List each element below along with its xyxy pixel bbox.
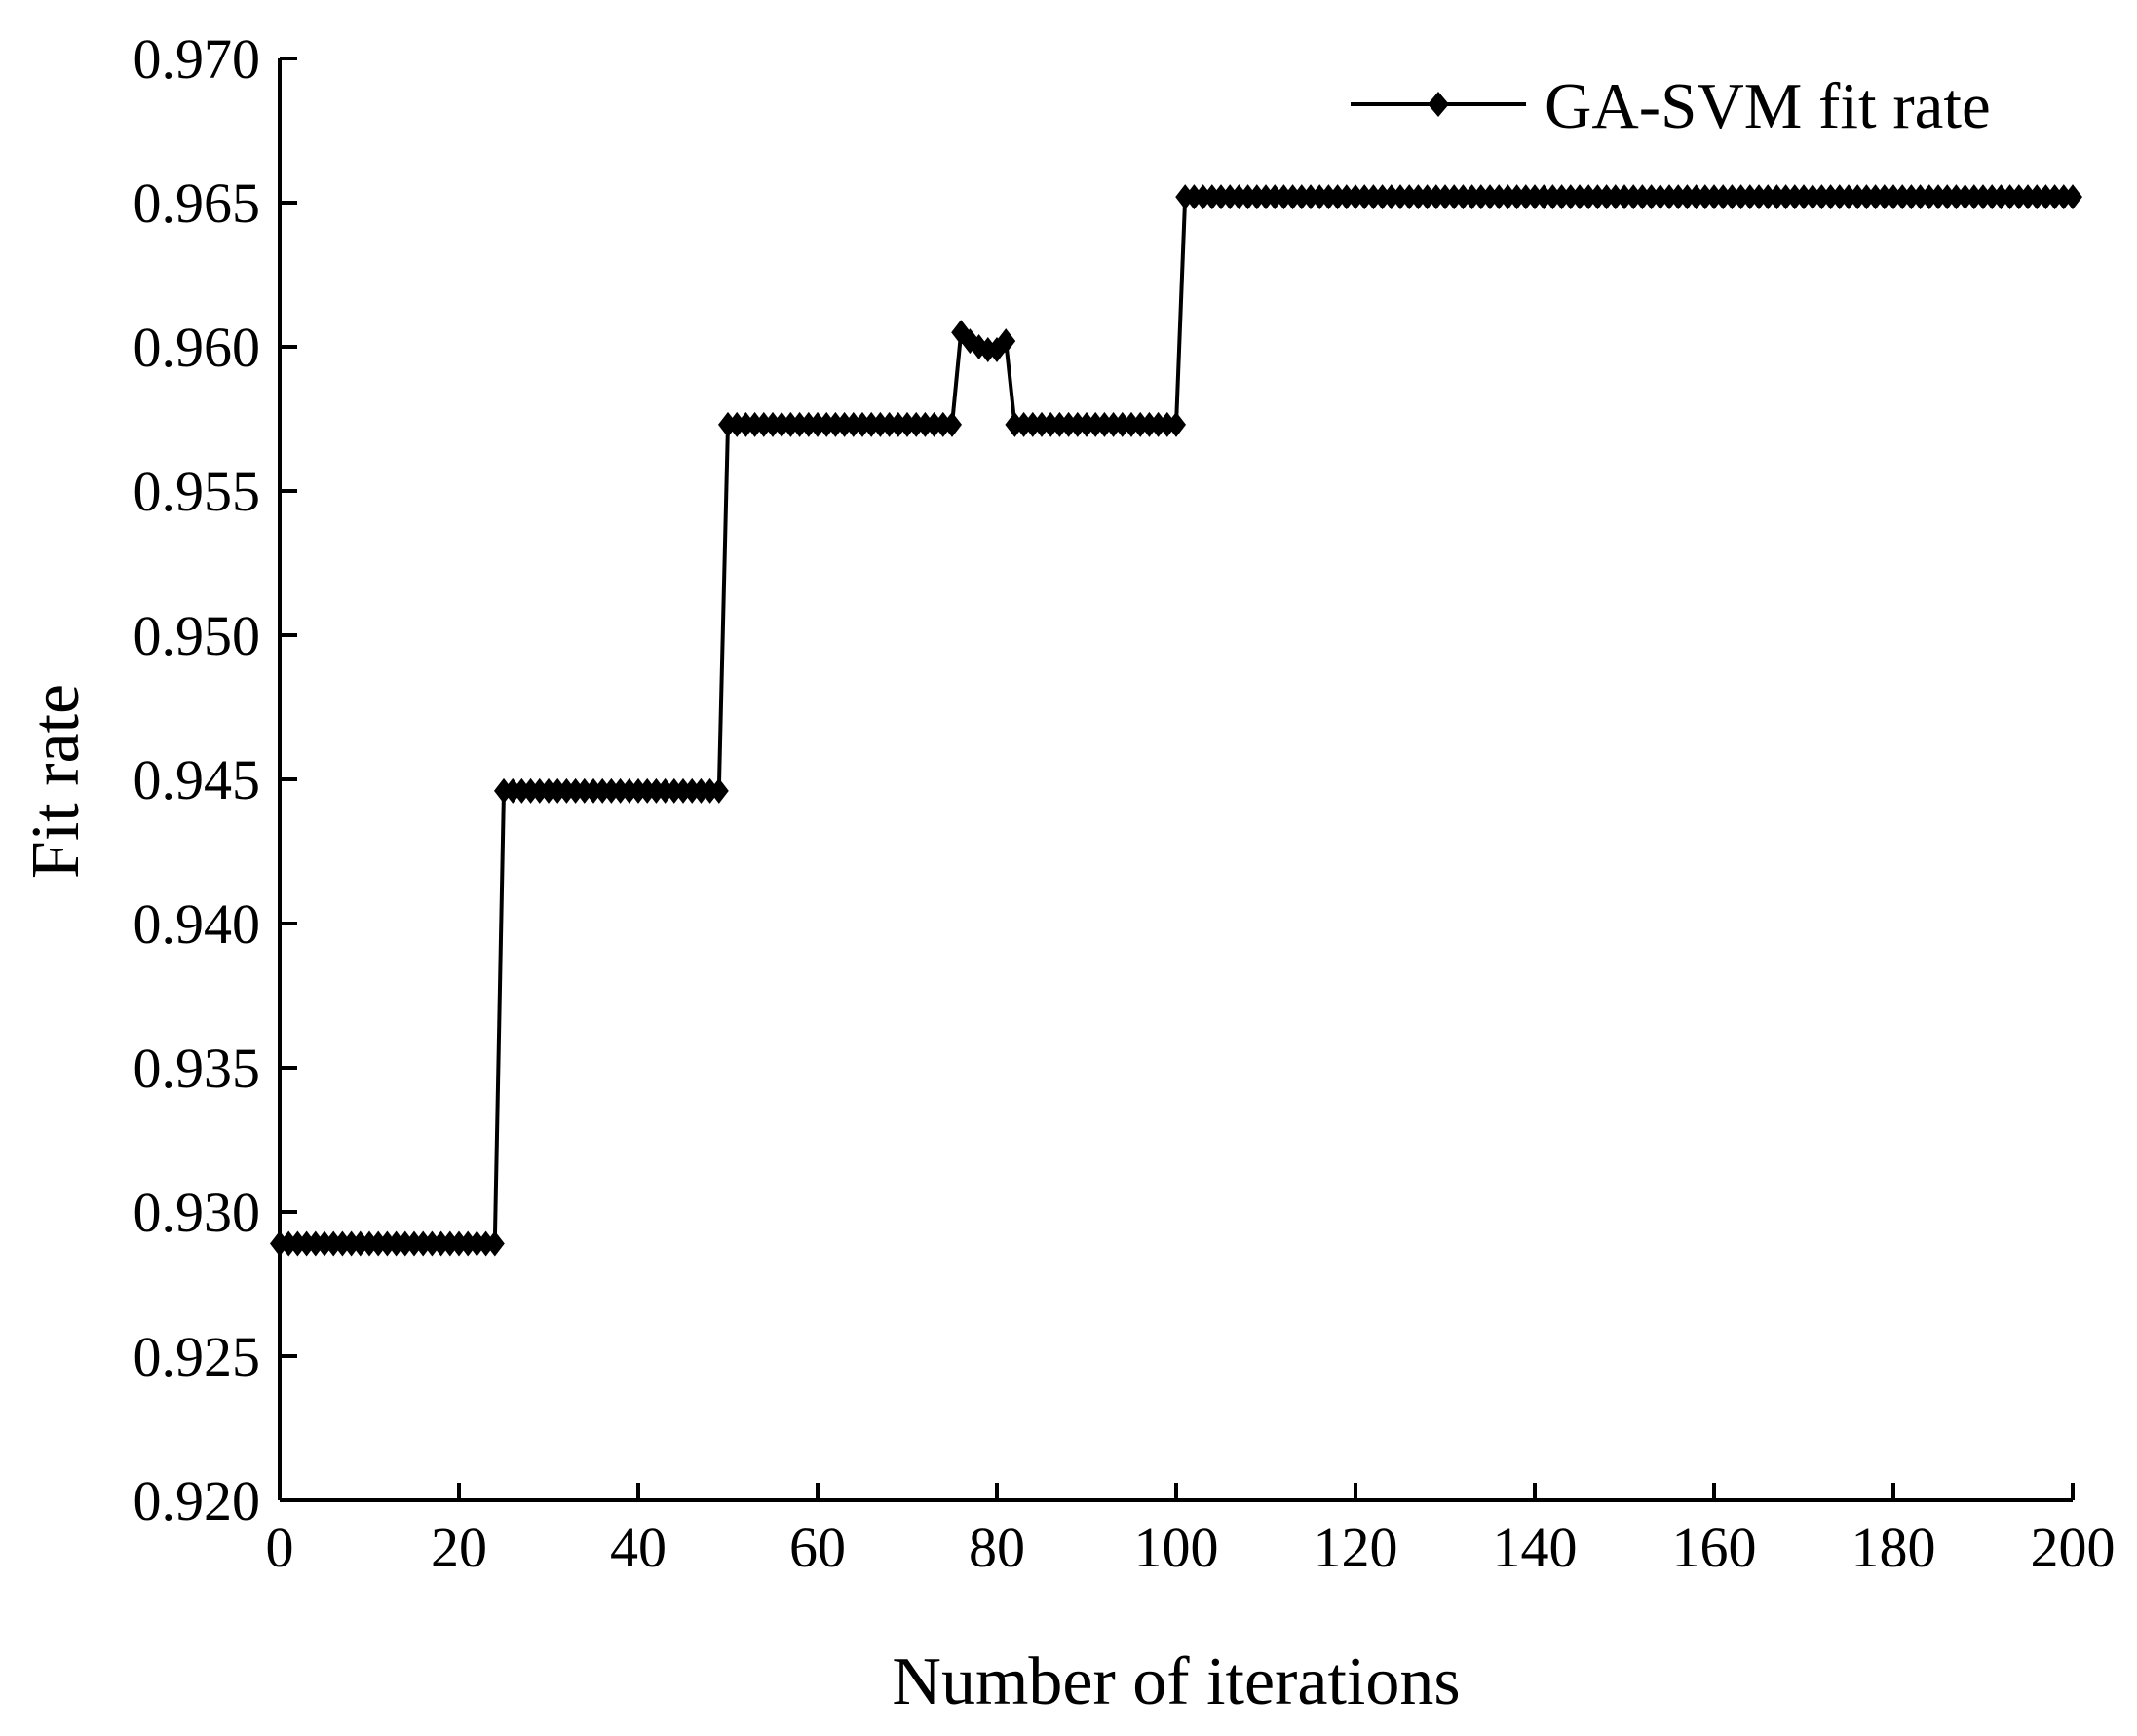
x-tick-label: 140	[1493, 1516, 1578, 1579]
data-point-marker	[996, 328, 1016, 355]
y-tick-label: 0.940	[134, 892, 261, 956]
x-tick-label: 0	[266, 1516, 294, 1579]
tick-marks	[278, 57, 2075, 1502]
y-tick-label: 0.965	[134, 171, 261, 235]
data-point-marker	[942, 411, 962, 437]
x-axis-title: Number of iterations	[892, 1644, 1460, 1719]
y-tick-label: 0.930	[134, 1181, 261, 1244]
x-tick-label: 20	[431, 1516, 487, 1579]
x-tick-label: 80	[969, 1516, 1025, 1579]
x-tick-label: 100	[1134, 1516, 1219, 1579]
y-tick-label: 0.945	[134, 748, 261, 811]
data-point-marker	[1166, 411, 1186, 437]
x-tick-label: 180	[1851, 1516, 1936, 1579]
y-tick-label: 0.955	[134, 460, 261, 523]
x-tick-label: 200	[2031, 1516, 2116, 1579]
y-tick-label: 0.960	[134, 316, 261, 379]
y-axis-title: Fit rate	[19, 684, 94, 879]
legend: GA-SVM fit rate	[1351, 70, 1991, 142]
y-tick-labels: 0.920 0.925 0.930 0.935 0.940 0.945 0.950 0.955…	[134, 27, 261, 1532]
series-line	[280, 195, 2073, 1246]
x-tick-label: 160	[1672, 1516, 1757, 1579]
x-tick-label: 60	[789, 1516, 846, 1579]
x-tick-labels: 0 20 40 60 80 100 120 140 160 180 200	[266, 1516, 2116, 1579]
y-tick-label: 0.925	[134, 1325, 261, 1388]
y-tick-label: 0.950	[134, 604, 261, 667]
legend-label: GA-SVM fit rate	[1545, 70, 1991, 142]
legend-diamond-marker	[1428, 92, 1449, 117]
data-point-marker	[2063, 184, 2082, 210]
y-tick-label: 0.920	[134, 1469, 261, 1532]
data-point-marker	[708, 777, 729, 804]
data-point-marker	[484, 1230, 505, 1257]
y-tick-label: 0.970	[134, 27, 261, 91]
series-markers	[270, 184, 2082, 1257]
x-tick-label: 120	[1314, 1516, 1398, 1579]
y-tick-label: 0.935	[134, 1037, 261, 1100]
x-tick-label: 40	[610, 1516, 667, 1579]
series-line-group	[270, 184, 2082, 1257]
